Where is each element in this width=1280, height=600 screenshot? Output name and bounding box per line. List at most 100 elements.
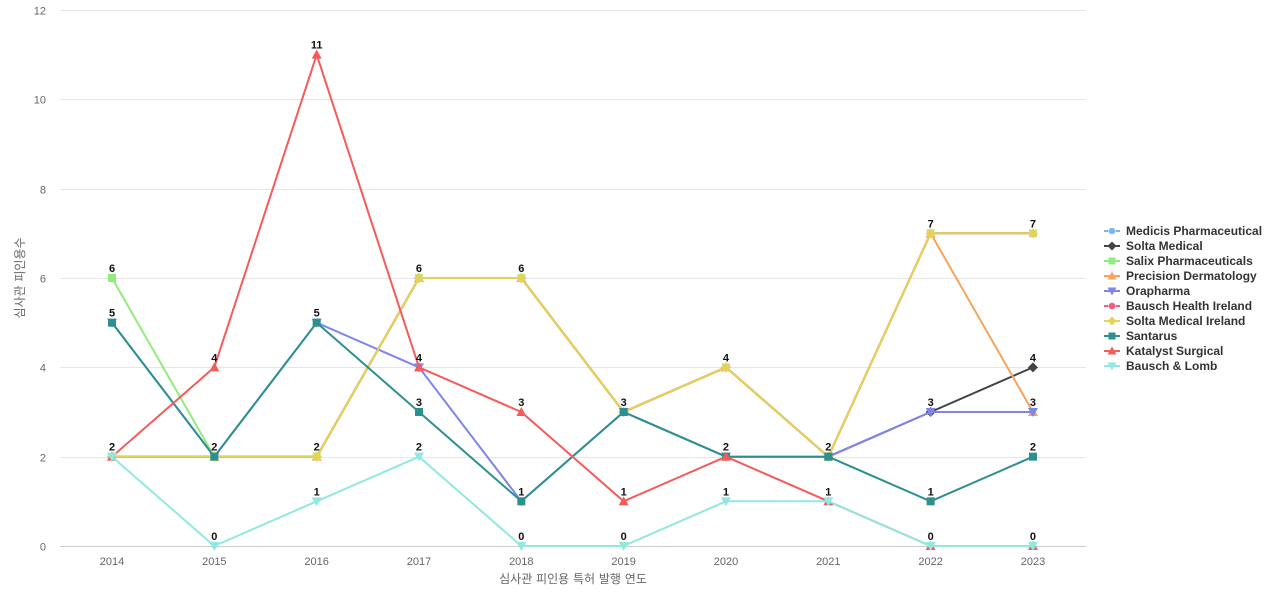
legend-label: Katalyst Surgical bbox=[1126, 344, 1223, 358]
legend-marker bbox=[1107, 362, 1117, 371]
legend-item[interactable]: Orapharma bbox=[1104, 284, 1190, 298]
data-point bbox=[720, 362, 731, 373]
data-label: 2 bbox=[314, 442, 320, 454]
legend-marker bbox=[1107, 287, 1117, 296]
y-tick-label: 4 bbox=[40, 363, 46, 375]
x-axis-title: 심사관 피인용 특허 발행 연도 bbox=[499, 571, 647, 586]
data-label: 4 bbox=[723, 352, 730, 364]
data-label: 7 bbox=[928, 218, 934, 230]
legend-item[interactable]: Katalyst Surgical bbox=[1104, 344, 1223, 358]
x-tick-label: 2018 bbox=[509, 556, 533, 568]
y-tick-label: 6 bbox=[40, 274, 46, 286]
data-label: 7 bbox=[1030, 218, 1036, 230]
data-point bbox=[311, 497, 322, 507]
data-label: 0 bbox=[928, 531, 934, 543]
legend-item[interactable]: Bausch Health Ireland bbox=[1104, 299, 1252, 313]
legend-item[interactable]: Santarus bbox=[1104, 329, 1178, 343]
data-label: 2 bbox=[109, 442, 115, 454]
legend-marker bbox=[1107, 316, 1117, 326]
legend-item[interactable]: Precision Dermatology bbox=[1104, 269, 1257, 283]
data-label: 1 bbox=[723, 486, 729, 498]
data-point bbox=[516, 273, 527, 283]
data-label: 2 bbox=[1030, 442, 1036, 454]
x-tick-label: 2020 bbox=[714, 556, 738, 568]
data-point bbox=[414, 408, 423, 416]
legend-label: Santarus bbox=[1126, 329, 1178, 343]
data-point bbox=[1027, 362, 1038, 373]
data-label: 1 bbox=[518, 486, 524, 498]
data-point bbox=[926, 497, 935, 506]
data-label: 1 bbox=[621, 486, 627, 498]
legend-marker bbox=[1108, 257, 1116, 265]
data-point bbox=[209, 542, 220, 551]
legend-label: Solta Medical bbox=[1126, 239, 1203, 253]
data-label: 4 bbox=[211, 352, 218, 364]
legend-marker bbox=[1108, 302, 1116, 310]
data-label: 1 bbox=[825, 486, 831, 498]
y-tick-label: 2 bbox=[40, 453, 46, 465]
data-point bbox=[413, 452, 424, 462]
data-point bbox=[108, 274, 116, 282]
data-point bbox=[312, 318, 321, 327]
data-label: 4 bbox=[1030, 352, 1037, 364]
legend-label: Salix Pharmaceuticals bbox=[1126, 254, 1253, 268]
y-tick-label: 12 bbox=[34, 6, 46, 18]
legend-label: Orapharma bbox=[1126, 284, 1190, 298]
legend-label: Precision Dermatology bbox=[1126, 269, 1257, 283]
data-label: 6 bbox=[109, 263, 115, 275]
x-tick-label: 2017 bbox=[407, 556, 431, 568]
data-label: 11 bbox=[311, 40, 323, 52]
series-line bbox=[111, 321, 1033, 503]
legend-item[interactable]: Salix Pharmaceuticals bbox=[1104, 254, 1253, 268]
data-label: 2 bbox=[416, 442, 422, 454]
data-label: 5 bbox=[109, 308, 115, 320]
data-point bbox=[413, 273, 424, 283]
y-axis-title: 심사관 피인용수 bbox=[13, 237, 27, 318]
data-label: 5 bbox=[314, 308, 320, 320]
data-label: 0 bbox=[621, 531, 627, 543]
data-point bbox=[209, 362, 220, 372]
legend-label: Solta Medical Ireland bbox=[1126, 314, 1245, 328]
data-point bbox=[619, 408, 628, 416]
data-point bbox=[311, 451, 322, 462]
data-label: 6 bbox=[518, 263, 524, 275]
data-label: 1 bbox=[314, 486, 320, 498]
x-tick-label: 2016 bbox=[304, 556, 328, 568]
data-point bbox=[824, 452, 833, 461]
x-tick-label: 2015 bbox=[202, 556, 226, 568]
series-line bbox=[111, 321, 1034, 503]
data-label: 1 bbox=[928, 486, 934, 498]
data-point bbox=[413, 362, 424, 372]
data-point bbox=[925, 228, 936, 239]
data-point bbox=[516, 542, 527, 551]
legend-item[interactable]: Medicis Pharmaceutical bbox=[1104, 224, 1262, 238]
legend-marker bbox=[1107, 346, 1117, 355]
data-point bbox=[925, 408, 936, 417]
data-point bbox=[925, 542, 936, 551]
data-point bbox=[823, 497, 834, 507]
data-label: 2 bbox=[211, 442, 217, 454]
data-label: 0 bbox=[1030, 531, 1036, 543]
data-point bbox=[720, 451, 731, 461]
data-label: 0 bbox=[518, 531, 524, 543]
legend-item[interactable]: Bausch & Lomb bbox=[1104, 359, 1217, 373]
legend-item[interactable]: Solta Medical bbox=[1104, 239, 1203, 253]
x-tick-label: 2023 bbox=[1021, 556, 1045, 568]
series-group bbox=[107, 49, 1038, 551]
data-point bbox=[618, 542, 629, 551]
data-point bbox=[720, 497, 731, 507]
legend-item[interactable]: Solta Medical Ireland bbox=[1104, 314, 1245, 328]
data-point bbox=[1027, 228, 1038, 239]
data-label: 0 bbox=[211, 531, 217, 543]
data-point bbox=[311, 49, 322, 59]
x-tick-label: 2014 bbox=[100, 556, 124, 568]
data-point bbox=[516, 407, 527, 416]
y-tick-label: 0 bbox=[40, 542, 46, 554]
data-point bbox=[108, 318, 116, 327]
legend-marker bbox=[1108, 227, 1116, 235]
data-label: 2 bbox=[723, 442, 729, 454]
legend-label: Bausch Health Ireland bbox=[1126, 299, 1252, 313]
